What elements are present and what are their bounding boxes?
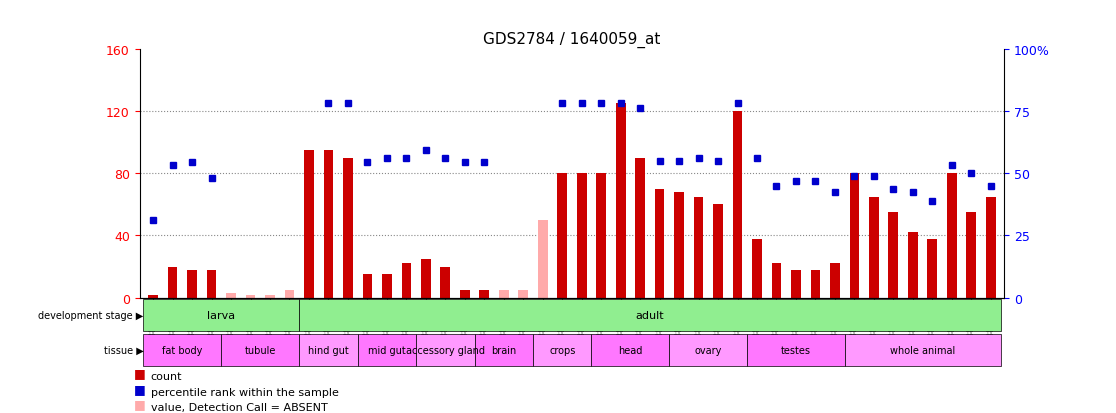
Bar xyxy=(791,270,801,298)
Text: adult: adult xyxy=(635,311,664,320)
Text: ■: ■ xyxy=(134,397,146,410)
Bar xyxy=(985,197,995,298)
FancyBboxPatch shape xyxy=(143,300,299,331)
Bar xyxy=(869,197,878,298)
Bar xyxy=(966,213,976,298)
Bar xyxy=(635,158,645,298)
Bar xyxy=(694,197,703,298)
Bar xyxy=(285,290,295,298)
Bar xyxy=(810,270,820,298)
Text: whole animal: whole animal xyxy=(889,345,955,355)
FancyBboxPatch shape xyxy=(533,335,591,366)
Text: value, Detection Call = ABSENT: value, Detection Call = ABSENT xyxy=(151,402,327,412)
Bar xyxy=(382,275,392,298)
Bar xyxy=(304,150,314,298)
Bar xyxy=(227,293,235,298)
FancyBboxPatch shape xyxy=(591,335,670,366)
Bar xyxy=(518,290,528,298)
Bar xyxy=(480,290,489,298)
Text: development stage ▶: development stage ▶ xyxy=(38,311,143,320)
Text: testes: testes xyxy=(781,345,811,355)
Bar xyxy=(908,233,917,298)
Bar xyxy=(655,189,664,298)
FancyBboxPatch shape xyxy=(416,335,474,366)
Text: ■: ■ xyxy=(134,366,146,379)
FancyBboxPatch shape xyxy=(299,335,357,366)
Bar xyxy=(187,270,196,298)
Bar xyxy=(849,174,859,298)
FancyBboxPatch shape xyxy=(845,335,1001,366)
Text: ■: ■ xyxy=(134,411,146,413)
Text: tissue ▶: tissue ▶ xyxy=(104,345,143,355)
Bar xyxy=(577,174,587,298)
Bar xyxy=(927,239,937,298)
Text: accessory gland: accessory gland xyxy=(406,345,484,355)
FancyBboxPatch shape xyxy=(748,335,845,366)
Bar xyxy=(596,174,606,298)
Bar xyxy=(441,267,450,298)
Bar xyxy=(752,239,762,298)
Bar xyxy=(421,259,431,298)
Bar xyxy=(266,295,275,298)
Bar xyxy=(830,264,840,298)
Text: hind gut: hind gut xyxy=(308,345,349,355)
Bar xyxy=(538,221,548,298)
Text: percentile rank within the sample: percentile rank within the sample xyxy=(151,387,338,397)
FancyBboxPatch shape xyxy=(299,300,1001,331)
Bar xyxy=(713,205,723,298)
Text: tubule: tubule xyxy=(244,345,276,355)
Bar xyxy=(888,213,898,298)
Bar xyxy=(771,264,781,298)
Text: mid gut: mid gut xyxy=(368,345,406,355)
Bar xyxy=(148,295,158,298)
Bar xyxy=(557,174,567,298)
Bar xyxy=(402,264,411,298)
Bar xyxy=(363,275,373,298)
Text: brain: brain xyxy=(491,345,517,355)
Bar xyxy=(206,270,217,298)
Bar xyxy=(947,174,956,298)
Bar xyxy=(343,158,353,298)
Bar xyxy=(499,290,509,298)
Text: ovary: ovary xyxy=(694,345,722,355)
Bar xyxy=(167,267,177,298)
Text: larva: larva xyxy=(208,311,235,320)
Text: crops: crops xyxy=(549,345,576,355)
Bar xyxy=(324,150,334,298)
Bar xyxy=(674,192,684,298)
Bar xyxy=(246,295,256,298)
Text: head: head xyxy=(618,345,643,355)
Text: count: count xyxy=(151,371,182,381)
Bar xyxy=(733,112,742,298)
FancyBboxPatch shape xyxy=(357,335,416,366)
Text: fat body: fat body xyxy=(162,345,202,355)
FancyBboxPatch shape xyxy=(221,335,299,366)
Bar xyxy=(460,290,470,298)
FancyBboxPatch shape xyxy=(143,335,221,366)
Title: GDS2784 / 1640059_at: GDS2784 / 1640059_at xyxy=(483,32,661,48)
FancyBboxPatch shape xyxy=(474,335,533,366)
Bar xyxy=(616,104,626,298)
Text: ■: ■ xyxy=(134,382,146,395)
FancyBboxPatch shape xyxy=(670,335,748,366)
